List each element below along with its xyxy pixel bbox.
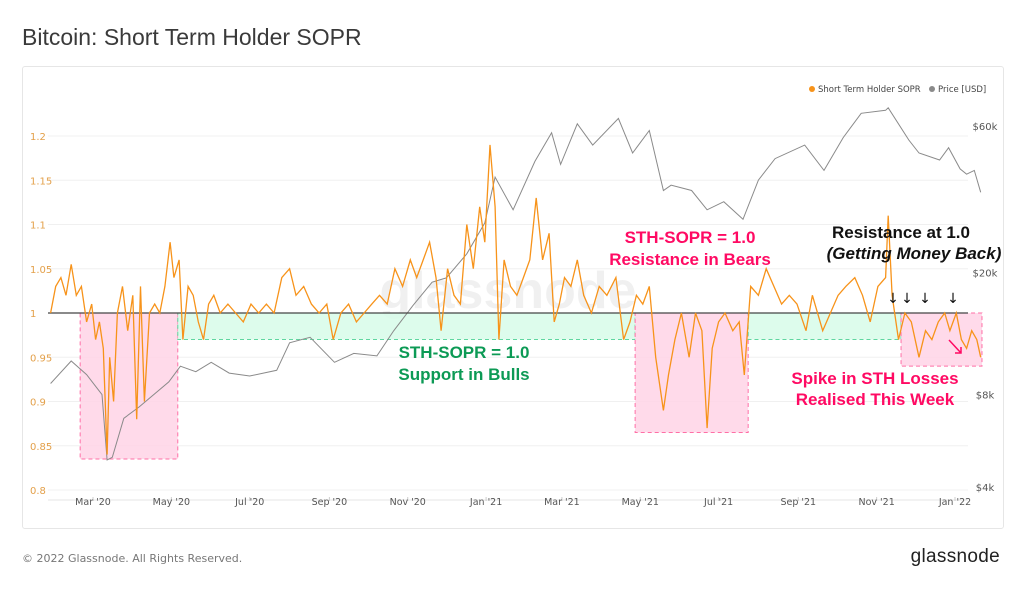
x-tick-label: May '21 — [622, 497, 659, 508]
down-arrow-icon: ↓ — [901, 291, 913, 307]
y-left-tick-label: 0.9 — [30, 398, 46, 409]
y-left-tick-label: 1.05 — [30, 265, 52, 276]
annotation-spike-line1: Spike in STH Losses — [791, 369, 958, 388]
chart-panel — [22, 66, 1004, 529]
x-tick-label: May '20 — [153, 497, 190, 508]
legend-sopr-label: Short Term Holder SOPR — [818, 85, 921, 95]
y-left-tick-label: 0.8 — [30, 486, 46, 497]
y-right-tick-label: $8k — [976, 391, 995, 402]
red-arrow-icon — [948, 339, 962, 354]
x-tick-label: Mar '20 — [75, 497, 111, 508]
price-line — [50, 107, 982, 461]
x-tick-label: Sep '20 — [312, 497, 348, 508]
y-right-tick-label: $20k — [973, 268, 998, 279]
x-tick-label: Jan '22 — [938, 497, 971, 508]
glassnode-logo: glassnode — [910, 546, 1000, 567]
y-left-tick-label: 1.2 — [30, 132, 46, 143]
annotation-bears-line2: Resistance in Bears — [609, 250, 771, 269]
annotation-bulls-line2: Support in Bulls — [398, 365, 529, 384]
x-tick-label: Sep '21 — [780, 497, 816, 508]
annotation-bears-line1: STH-SOPR = 1.0 — [625, 228, 756, 247]
loss-zone — [634, 312, 749, 433]
y-left-tick-label: 1.1 — [30, 221, 46, 232]
annotation-bulls-line1: STH-SOPR = 1.0 — [399, 343, 530, 362]
down-arrow-icon: ↓ — [919, 291, 931, 307]
legend-sopr-marker — [809, 86, 815, 92]
down-arrow-icon: ↓ — [887, 291, 899, 307]
sopr-line — [49, 144, 982, 455]
x-tick-label: Jul '21 — [703, 497, 733, 508]
support-zone — [177, 312, 636, 341]
y-left-tick-label: 1.15 — [30, 176, 52, 187]
y-left-tick-label: 0.85 — [30, 442, 52, 453]
loss-zone — [900, 312, 983, 367]
annotation-resistance-title: Resistance at 1.0 — [832, 223, 970, 242]
x-tick-label: Nov '20 — [390, 497, 426, 508]
y-left-tick-label: 1 — [30, 309, 36, 320]
x-tick-label: Mar '21 — [544, 497, 580, 508]
down-arrow-icon: ↓ — [947, 291, 959, 307]
annotation-resistance-sub: (Getting Money Back) — [827, 244, 1002, 263]
legend-price-label: Price [USD] — [938, 85, 986, 95]
page-title: Bitcoin: Short Term Holder SOPR — [22, 24, 362, 50]
x-tick-label: Jan '21 — [469, 497, 502, 508]
y-right-tick-label: $60k — [973, 122, 998, 133]
copyright: © 2022 Glassnode. All Rights Reserved. — [22, 552, 243, 565]
watermark: glassnode — [379, 262, 636, 320]
annotation-spike-line2: Realised This Week — [796, 390, 955, 409]
x-tick-label: Nov '21 — [859, 497, 895, 508]
x-tick-label: Jul '20 — [234, 497, 264, 508]
y-left-tick-label: 0.95 — [30, 353, 52, 364]
legend-price-marker — [929, 86, 935, 92]
y-right-tick-label: $4k — [976, 483, 995, 494]
